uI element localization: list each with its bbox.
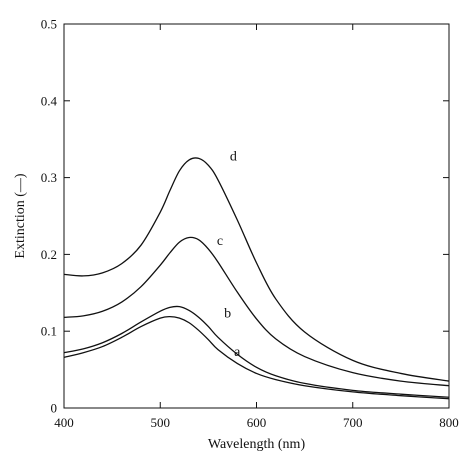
curve-label-c: c xyxy=(217,234,223,249)
x-tick-label: 600 xyxy=(247,415,267,430)
x-tick-label: 700 xyxy=(343,415,363,430)
x-tick-label: 500 xyxy=(151,415,171,430)
curve-label-b: b xyxy=(224,306,231,321)
series-line-a xyxy=(63,315,450,400)
y-tick-label: 0.3 xyxy=(41,170,57,185)
y-tick-label: 0.5 xyxy=(41,17,57,32)
series-line-c xyxy=(63,236,450,387)
y-tick-label: 0.1 xyxy=(41,324,57,339)
axes xyxy=(63,23,450,409)
curve-label-d: d xyxy=(230,150,237,165)
y-tick-label: 0 xyxy=(51,401,58,416)
y-axis-label: Extinction (—) xyxy=(13,173,28,258)
series-line-b xyxy=(63,305,450,398)
series-line-d xyxy=(63,157,450,382)
plot-frame xyxy=(63,23,450,409)
x-axis-label: Wavelength (nm) xyxy=(208,437,306,452)
y-tick-label: 0.2 xyxy=(41,247,57,262)
x-tick-label: 400 xyxy=(54,415,74,430)
curve-labels: a b c d xyxy=(217,150,241,360)
x-tick-label: 800 xyxy=(439,415,459,430)
x-ticks: 400 500 600 700 800 xyxy=(54,24,459,430)
curve-label-a: a xyxy=(234,345,241,360)
y-tick-label: 0.4 xyxy=(41,93,58,108)
series-group xyxy=(63,157,450,400)
y-ticks: 0 0.1 0.2 0.3 0.4 0.5 xyxy=(41,17,449,416)
